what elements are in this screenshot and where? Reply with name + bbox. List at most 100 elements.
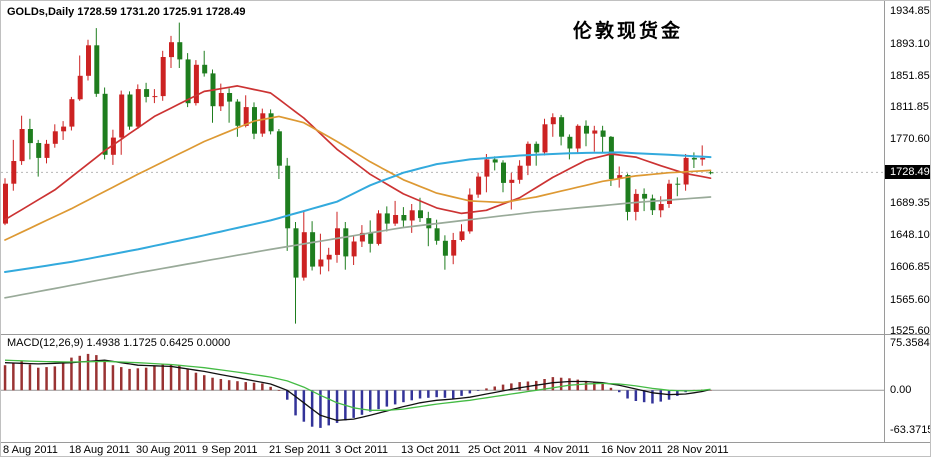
time-tick-label: 4 Nov 2011 [534, 444, 590, 456]
macd-hist-bar [360, 390, 364, 415]
candle-body [575, 125, 581, 149]
macd-hist-bar [410, 390, 413, 401]
candle-body [393, 215, 399, 224]
candle-body [708, 172, 714, 174]
macd-hist-bar [169, 364, 173, 391]
candle-body [442, 240, 448, 256]
time-tick-label: 16 Nov 2011 [601, 444, 663, 456]
candle-body [691, 157, 697, 160]
macd-hist-bar [427, 390, 430, 398]
candle-body [61, 126, 67, 132]
price-tick-label: 1851.85 [890, 70, 930, 82]
macd-hist-bar [302, 390, 306, 422]
macd-hist-bar [178, 365, 181, 391]
candle-body [426, 218, 432, 229]
macd-hist-bar [327, 390, 330, 426]
macd-hist-bar [634, 390, 638, 401]
macd-axis-label: 0.00 [890, 384, 912, 396]
macd-line [4, 359, 711, 422]
candle-body [401, 215, 407, 221]
symbol-ohlc-label: GOLDs,Daily 1728.59 1731.20 1725.91 1728… [7, 6, 246, 18]
macd-hist-bar [3, 365, 7, 391]
panel-separator[interactable] [1, 334, 930, 335]
macd-hist-bar [136, 368, 140, 391]
price-chart-canvas[interactable] [1, 1, 884, 334]
macd-hist-bar [501, 384, 505, 391]
candle-body [160, 57, 166, 97]
macd-hist-bar [211, 377, 214, 391]
macd-hist-bar [61, 362, 65, 391]
price-axis[interactable]: 1934.85 1893.10 1851.85 1811.85 1770.60 1689.… [885, 1, 930, 442]
macd-hist-bar [452, 390, 455, 399]
macd-hist-bar [236, 381, 239, 391]
candle-body [135, 89, 141, 127]
candle-body [650, 198, 656, 211]
macd-histogram [3, 353, 712, 428]
macd-hist-bar [593, 382, 596, 391]
macd-hist-bar [352, 390, 355, 418]
time-axis-separator [1, 442, 930, 443]
candle-body [542, 124, 548, 153]
macd-hist-bar [402, 390, 405, 403]
candle-body [642, 193, 648, 199]
macd-hist-bar [161, 363, 164, 391]
macd-hist-bar [203, 375, 206, 391]
price-tick-label: 1893.10 [890, 38, 930, 50]
ma-slow-cyan [4, 151, 712, 273]
candle-body [310, 232, 316, 267]
macd-hist-bar [642, 390, 646, 403]
macd-hist-bar [393, 390, 397, 405]
ma-fast-red [4, 85, 712, 221]
candle-body [301, 232, 307, 278]
price-axis-separator [884, 1, 885, 442]
candle-body [384, 213, 390, 224]
candle-body [152, 96, 158, 98]
candle-body [550, 117, 556, 125]
candle-body [293, 228, 299, 278]
candle-body [409, 210, 415, 221]
macd-hist-bar [95, 355, 98, 391]
candle-body [276, 131, 282, 166]
candle-body [484, 159, 490, 177]
macd-hist-bar [128, 368, 131, 391]
macd-hist-bar [78, 355, 81, 391]
macd-indicator-canvas[interactable] [1, 335, 884, 442]
candle-body [227, 93, 233, 102]
candle-body [235, 101, 241, 126]
macd-hist-bar [493, 386, 496, 391]
price-tick-label: 1689.35 [890, 197, 930, 209]
macd-hist-bar [120, 367, 123, 391]
candle-body [110, 137, 116, 155]
macd-hist-bar [676, 390, 679, 396]
macd-hist-bar [518, 382, 521, 391]
macd-hist-bar [369, 390, 372, 412]
macd-hist-bar [45, 367, 48, 391]
candle-body [177, 42, 183, 60]
candle-body [243, 107, 249, 126]
price-tick-label: 1811.85 [890, 101, 929, 113]
macd-hist-bar [103, 360, 106, 391]
macd-hist-bar [269, 386, 272, 391]
candle-body [102, 93, 108, 155]
candle-body [700, 157, 706, 160]
candle-body [11, 161, 17, 184]
macd-hist-bar [601, 383, 604, 391]
macd-hist-bar [244, 382, 247, 391]
price-tick-label: 1565.60 [890, 294, 930, 306]
macd-hist-bar [651, 390, 654, 404]
macd-hist-bar [626, 390, 629, 399]
candle-body [202, 64, 208, 74]
macd-hist-bar [551, 377, 555, 391]
candle-body [451, 240, 457, 256]
macd-hist-bar [709, 389, 712, 391]
macd-hist-bar [568, 378, 571, 391]
time-tick-label: 8 Aug 2011 [3, 444, 58, 456]
candle-body [44, 143, 50, 158]
candle-body [3, 183, 8, 224]
macd-hist-bar [153, 365, 156, 391]
time-axis[interactable]: 8 Aug 2011 18 Aug 2011 30 Aug 2011 9 Sep 20… [1, 443, 884, 456]
candle-body [658, 204, 664, 211]
candle-body [476, 176, 482, 195]
current-price-label: 1728.49 [885, 165, 930, 179]
candle-body [169, 42, 174, 58]
